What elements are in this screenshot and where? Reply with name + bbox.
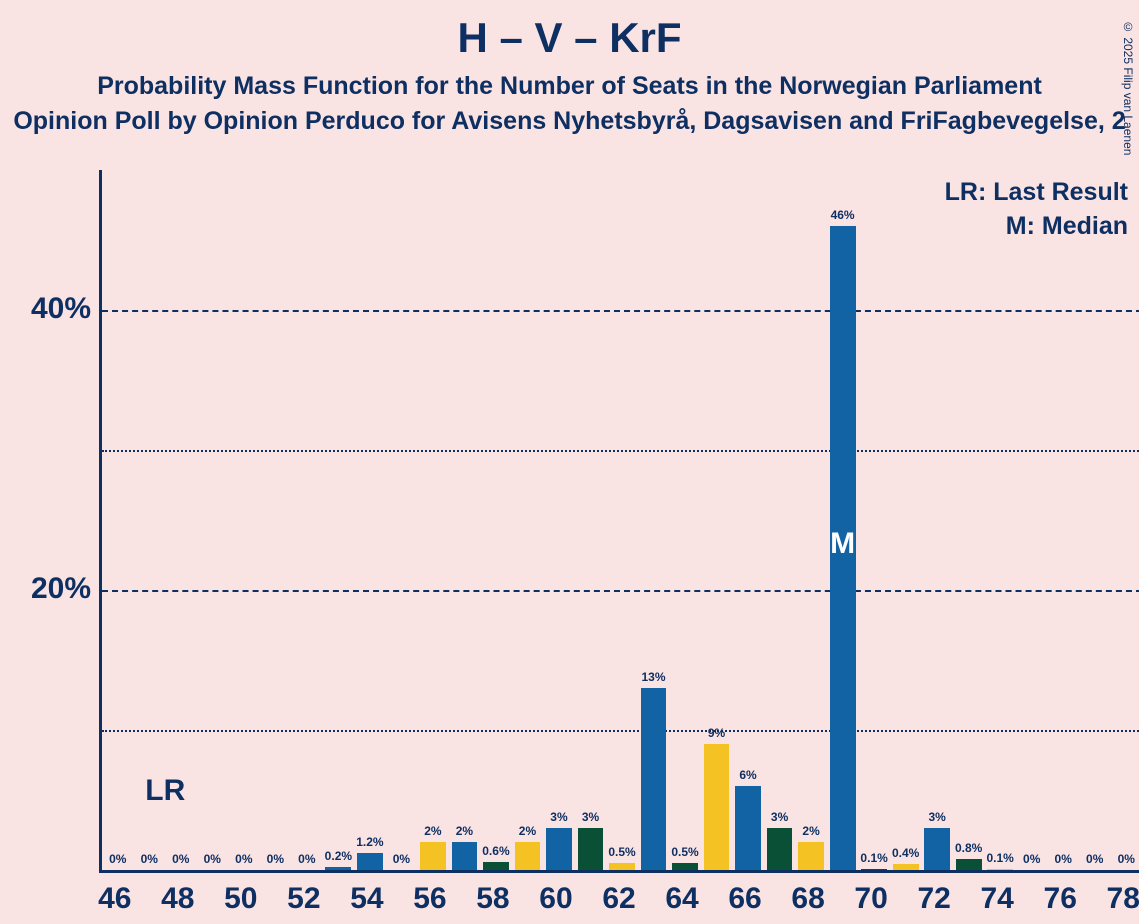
bar-value-label: 0.1% <box>986 851 1013 865</box>
bar-value-label: 0% <box>1023 852 1040 866</box>
bar-value-label: 0% <box>393 852 410 866</box>
bar <box>483 862 509 870</box>
bar <box>798 842 824 870</box>
x-tick-label: 54 <box>350 882 383 916</box>
x-tick-label: 50 <box>224 882 257 916</box>
bar-value-label: 9% <box>708 726 725 740</box>
x-tick-label: 78 <box>1107 882 1139 916</box>
bar <box>578 828 604 870</box>
last-result-marker: LR <box>145 774 185 808</box>
chart-area: LR: Last ResultM: Median0%0%0%0%0%0%0%0.… <box>0 14 1139 924</box>
bar <box>956 859 982 870</box>
bar <box>861 869 887 870</box>
x-tick-label: 66 <box>728 882 761 916</box>
bar <box>452 842 478 870</box>
bar-value-label: 3% <box>771 810 788 824</box>
bar-value-label: 6% <box>739 768 756 782</box>
bar <box>735 786 761 870</box>
x-tick-label: 64 <box>665 882 698 916</box>
x-tick-label: 48 <box>161 882 194 916</box>
x-tick-label: 76 <box>1044 882 1077 916</box>
bar-value-label: 0% <box>235 852 252 866</box>
bar <box>546 828 572 870</box>
x-tick-label: 62 <box>602 882 635 916</box>
bar-value-label: 3% <box>928 810 945 824</box>
bar <box>325 867 351 870</box>
x-tick-label: 60 <box>539 882 572 916</box>
x-tick-label: 68 <box>791 882 824 916</box>
bar-value-label: 0.5% <box>608 845 635 859</box>
bar-value-label: 0% <box>141 852 158 866</box>
x-tick-label: 58 <box>476 882 509 916</box>
bar-value-label: 13% <box>641 670 665 684</box>
bar-value-label: 0% <box>267 852 284 866</box>
plot-area: LR: Last ResultM: Median0%0%0%0%0%0%0%0.… <box>99 170 1139 873</box>
bar <box>641 688 667 870</box>
bar-value-label: 0% <box>172 852 189 866</box>
bar <box>893 864 919 870</box>
bar <box>767 828 793 870</box>
x-tick-label: 70 <box>854 882 887 916</box>
bar-value-label: 2% <box>519 824 536 838</box>
bar-value-label: 0% <box>204 852 221 866</box>
bar <box>672 863 698 870</box>
bar-value-label: 0.4% <box>892 846 919 860</box>
y-tick-label: 20% <box>19 572 91 606</box>
bars: 0% 0% 0% 0% 0% 0% 0% 0.2% 1.2% 0% 2% 2% 0.6% 2% 3% 3% 0.… <box>102 170 1139 870</box>
bar-value-label: 0.6% <box>482 844 509 858</box>
x-tick-label: 46 <box>98 882 131 916</box>
bar-value-label: 1.2% <box>356 835 383 849</box>
bar-value-label: 46% <box>831 208 855 222</box>
bar <box>609 863 635 870</box>
bar-value-label: 0.1% <box>860 851 887 865</box>
x-tick-label: 72 <box>917 882 950 916</box>
bar-value-label: 2% <box>456 824 473 838</box>
bar-value-label: 0.8% <box>955 841 982 855</box>
bar-value-label: 0.5% <box>671 845 698 859</box>
bar-value-label: 2% <box>802 824 819 838</box>
bar <box>357 853 383 870</box>
bar-value-label: 0% <box>1118 852 1135 866</box>
bar <box>704 744 730 870</box>
bar <box>987 869 1013 870</box>
bar-value-label: 3% <box>550 810 567 824</box>
bar-value-label: 0.2% <box>325 849 352 863</box>
bar-value-label: 0% <box>1055 852 1072 866</box>
bar-value-label: 0% <box>298 852 315 866</box>
bar <box>924 828 950 870</box>
bar-value-label: 3% <box>582 810 599 824</box>
x-tick-label: 74 <box>980 882 1013 916</box>
bar-value-label: 0% <box>109 852 126 866</box>
median-marker: M <box>830 527 855 561</box>
bar-value-label: 2% <box>424 824 441 838</box>
bar <box>515 842 541 870</box>
x-tick-label: 56 <box>413 882 446 916</box>
bar-value-label: 0% <box>1086 852 1103 866</box>
y-tick-label: 40% <box>19 292 91 326</box>
bar <box>420 842 446 870</box>
x-tick-label: 52 <box>287 882 320 916</box>
